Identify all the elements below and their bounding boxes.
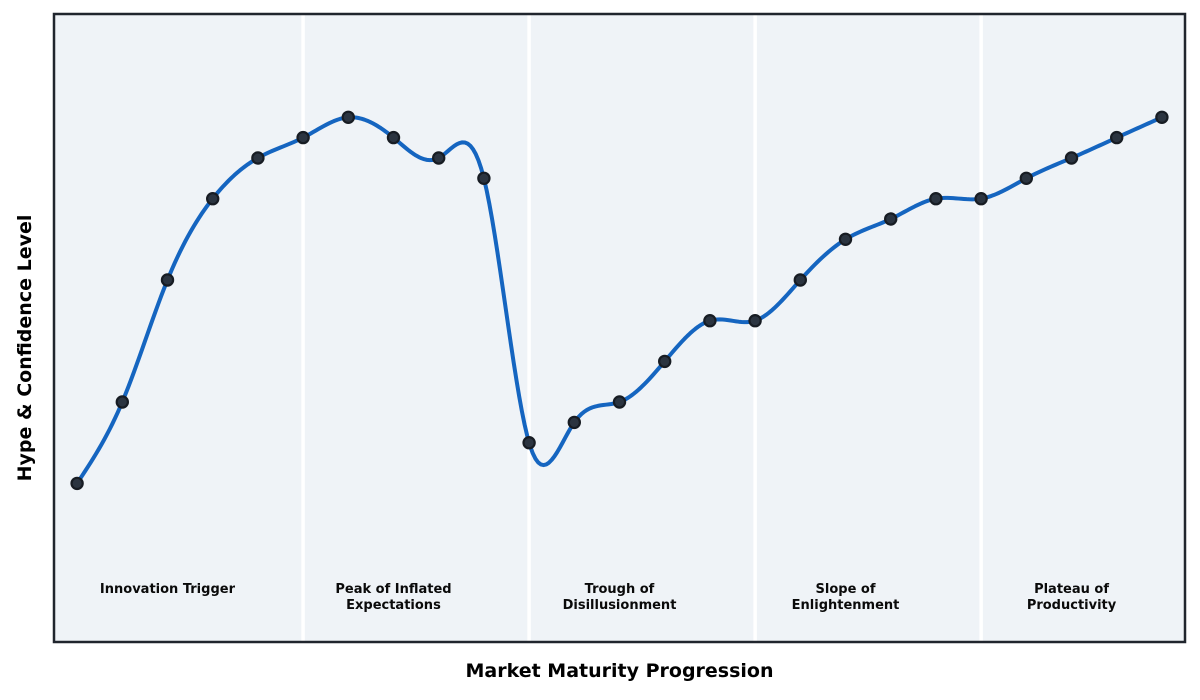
phase-label-line: Innovation Trigger [99,582,235,597]
data-point-marker [251,151,265,165]
x-axis-label: Market Maturity Progression [465,660,774,682]
phase-label-line: Peak of Inflated [335,582,452,597]
data-point-marker [703,314,717,328]
data-point-marker [884,212,898,226]
data-point-marker [296,130,310,145]
data-point-marker [477,171,491,185]
phase-label: Innovation Trigger [100,582,235,598]
data-point-marker [432,151,446,165]
phase-label: Slope of Enlightenment [792,582,900,613]
data-point-marker [1019,171,1034,185]
phase-label-line: Plateau of [1034,582,1109,597]
data-point-marker [1109,130,1124,145]
data-point-marker [386,130,401,145]
phase-label: Peak of Inflated Expectations [335,582,451,613]
data-point-marker [205,191,220,206]
y-axis-label: Hype & Confidence Level [14,214,36,482]
phase-label: Plateau of Productivity [1027,582,1116,613]
data-point-marker [1064,151,1079,165]
data-point-marker [160,273,175,287]
data-point-marker [974,191,988,206]
plot-area [54,14,1185,642]
data-point-marker [658,354,672,369]
data-point-marker [567,415,582,430]
plot-border [52,12,1187,644]
phase-label: Trough of Disillusionment [563,582,677,613]
phase-label-line: Productivity [1026,597,1117,613]
data-point-marker [748,314,762,328]
data-point-marker [341,110,355,125]
phase-label-line: Enlightenment [791,597,900,613]
phase-label-line: Expectations [346,597,441,613]
data-point-marker [612,395,627,409]
data-point-marker [793,273,808,287]
phase-label-line: Trough of [584,582,655,597]
data-point-marker [70,476,84,491]
data-point-marker [929,191,943,206]
phase-label-line: Slope of [815,582,876,597]
data-point-marker [838,232,853,246]
data-point-marker [522,436,536,450]
phase-label-line: Disillusionment [562,597,677,613]
data-point-marker [1155,110,1169,125]
data-point-marker [115,395,130,409]
